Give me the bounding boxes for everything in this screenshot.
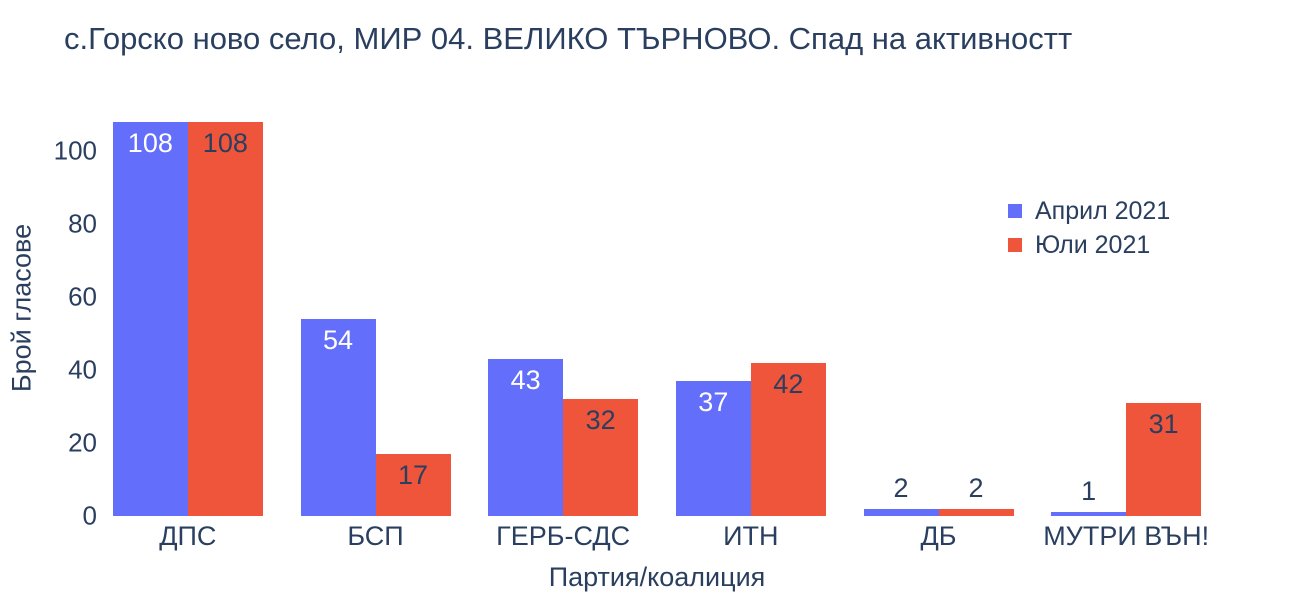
x-tick-label: ИТН [723,521,779,551]
bar-value-label: 17 [397,459,429,490]
bar [750,362,826,516]
bar [300,318,376,516]
bar [563,399,639,516]
bar-value-label: 2 [893,472,909,503]
bar-value-label: 108 [202,127,248,158]
bar-value-label: 42 [773,368,804,399]
legend-item[interactable]: Юли 2021 [1008,228,1170,262]
legend-item-label: Април 2021 [1035,196,1171,225]
bar [675,380,751,516]
x-tick-label: ДПС [159,521,217,551]
y-tick-label: 80 [68,208,97,239]
y-tick-label: 20 [68,427,97,458]
bar [1126,402,1202,516]
bar-value-label: 32 [585,405,616,436]
y-tick-label: 60 [68,281,97,312]
legend-item-label: Юли 2021 [1035,230,1151,259]
bar [375,453,451,516]
bar [187,121,263,516]
x-axis-title: Партия/коалиция [548,562,766,592]
x-tick-label: МУТРИ ВЪН! [1043,521,1210,551]
bar-value-label: 54 [322,324,354,355]
bar [488,359,564,516]
bar-value-label: 1 [1081,476,1097,507]
bar [938,508,1014,516]
bar [1051,512,1127,516]
legend: Април 2021 Юли 2021 [1008,194,1170,262]
legend-item[interactable]: Април 2021 [1008,194,1170,228]
bar-value-label: 2 [968,472,984,503]
y-tick-label: 40 [68,354,97,385]
x-tick-label: ГЕРБ-СДС [496,521,631,551]
bar [112,121,188,516]
bar-value-label: 108 [127,127,173,158]
bar-value-label: 37 [698,386,729,417]
bar-value-label: 43 [510,365,541,396]
x-tick-label: ДБ [920,521,957,551]
y-tick-label: 100 [53,135,97,166]
y-tick-label: 0 [82,500,97,531]
x-tick-label: БСП [347,521,404,551]
legend-color-swatch-icon [1008,238,1022,252]
bar [863,508,939,516]
bar-value-label: 31 [1148,408,1179,439]
legend-color-swatch-icon [1008,204,1022,218]
chart-title: с.Горско ново село, МИР 04. ВЕЛИКО ТЪРНО… [64,21,1073,56]
